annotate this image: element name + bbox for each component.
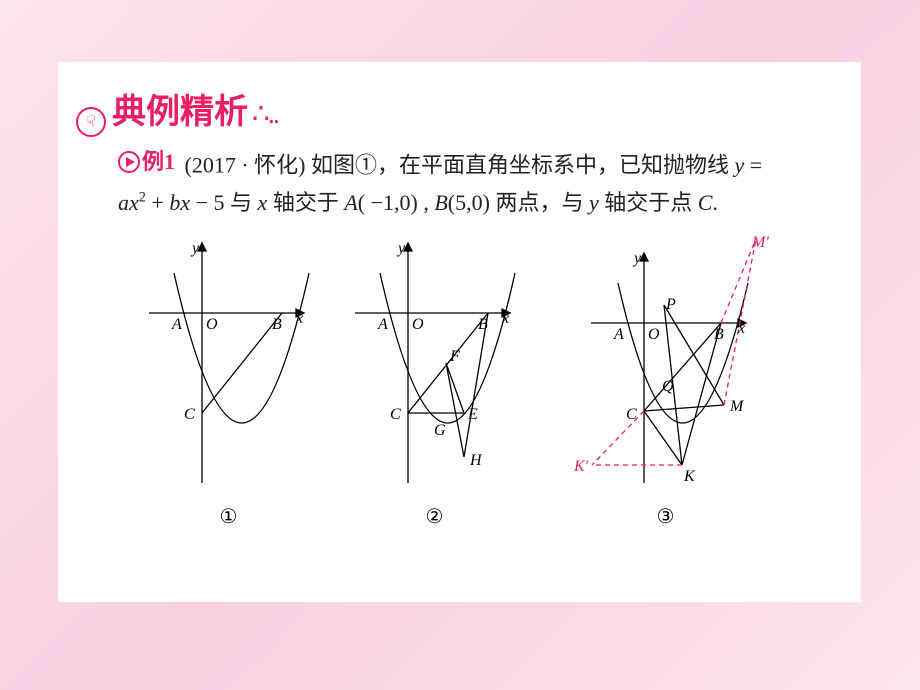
example-badge: 例1 xyxy=(118,143,175,180)
svg-text:C: C xyxy=(626,406,637,423)
content-panel: ☟ 典例精析 ∴.. 例1 (2017 · 怀化) 如图①，在平面直角坐标系中，… xyxy=(58,62,861,602)
svg-text:C: C xyxy=(184,406,195,423)
example-source: (2017 · 怀化) xyxy=(185,153,306,178)
equation-y: y xyxy=(735,153,745,178)
figure-1-svg: A O B x y C xyxy=(144,233,314,493)
svg-text:A: A xyxy=(613,326,624,343)
svg-text:M': M' xyxy=(751,234,769,251)
svg-text:O: O xyxy=(206,316,218,333)
svg-text:H: H xyxy=(469,452,483,469)
hand-icon: ☟ xyxy=(76,107,106,137)
example-block: 例1 (2017 · 怀化) 如图①，在平面直角坐标系中，已知抛物线 y = a… xyxy=(58,133,861,221)
svg-text:B: B xyxy=(714,326,724,343)
figures-row: A O B x y C ① xyxy=(58,233,861,529)
svg-text:G: G xyxy=(434,422,446,439)
svg-text:B: B xyxy=(478,316,488,333)
svg-text:M: M xyxy=(729,398,745,415)
equation-b: bx xyxy=(169,190,190,215)
svg-text:x: x xyxy=(737,320,745,337)
equation-a: ax xyxy=(118,190,139,215)
svg-text:K: K xyxy=(683,468,696,485)
svg-text:O: O xyxy=(648,326,660,343)
svg-text:F: F xyxy=(449,348,460,365)
figure-3-svg: A O B x y C P Q M K M' K' xyxy=(556,233,776,493)
figure-1-label: ① xyxy=(144,504,314,529)
svg-text:K': K' xyxy=(573,458,589,475)
example-text-2: 与 x 轴交于 A( −1,0) , B(5,0) 两点，与 y 轴交于点 C. xyxy=(230,190,718,215)
svg-text:y: y xyxy=(632,250,642,267)
svg-text:y: y xyxy=(396,240,406,257)
section-header: ☟ 典例精析 ∴.. xyxy=(58,62,861,133)
decorative-dots: ∴.. xyxy=(248,97,278,131)
figure-2-label: ② xyxy=(350,504,520,529)
svg-text:P: P xyxy=(665,296,676,313)
figure-3-label: ③ xyxy=(556,504,776,529)
example-text-1: 如图①，在平面直角坐标系中，已知抛物线 xyxy=(311,153,735,178)
svg-text:E: E xyxy=(467,406,478,423)
figure-2-svg: A O B x y C E F G H xyxy=(350,233,520,493)
svg-text:x: x xyxy=(295,310,303,327)
svg-text:x: x xyxy=(501,310,509,327)
svg-text:C: C xyxy=(390,406,401,423)
svg-text:A: A xyxy=(171,316,182,333)
svg-text:A: A xyxy=(377,316,388,333)
svg-text:Q: Q xyxy=(662,378,674,395)
figure-3: A O B x y C P Q M K M' K' ③ xyxy=(556,233,776,529)
svg-text:B: B xyxy=(272,316,282,333)
play-icon xyxy=(118,151,140,173)
example-number: 例1 xyxy=(142,143,175,180)
svg-text:O: O xyxy=(412,316,424,333)
svg-text:y: y xyxy=(190,240,200,257)
figure-2: A O B x y C E F G H ② xyxy=(350,233,520,529)
equation-sq: 2 xyxy=(139,190,146,206)
section-title: 典例精析 xyxy=(112,84,248,133)
figure-1: A O B x y C ① xyxy=(144,233,314,529)
